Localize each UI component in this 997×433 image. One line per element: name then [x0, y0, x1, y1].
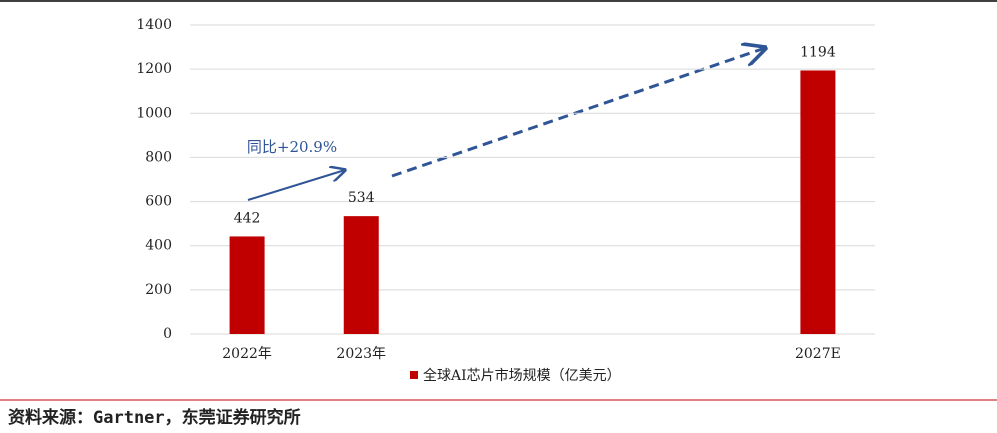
x-tick-label: 2027E: [795, 346, 841, 362]
bar: [343, 216, 379, 334]
annotation: 同比+20.9%: [247, 138, 337, 156]
y-tick-label: 800: [145, 149, 172, 165]
bar: [229, 236, 265, 334]
data-label: 1194: [800, 44, 836, 60]
y-tick-label: 1400: [136, 17, 172, 33]
trend-arrow: [391, 48, 765, 178]
y-tick-label: 1200: [136, 61, 172, 77]
y-tick-label: 600: [145, 194, 172, 210]
data-label: 534: [348, 190, 375, 206]
y-tick-label: 200: [145, 282, 172, 298]
bar: [800, 70, 836, 335]
x-tick-label: 2022年: [222, 346, 272, 362]
x-tick-label: 2023年: [336, 346, 386, 362]
legend-swatch: [410, 371, 418, 379]
source: 资料来源：Gartner，东莞证券研究所: [8, 407, 301, 428]
y-tick-label: 0: [163, 326, 172, 342]
growth-arrow: [247, 170, 345, 201]
y-tick-label: 400: [145, 238, 172, 254]
y-tick-label: 1000: [136, 105, 172, 121]
legend-label: 全球AI芯片市场规模（亿美元）: [423, 367, 621, 384]
data-label: 442: [234, 210, 261, 226]
